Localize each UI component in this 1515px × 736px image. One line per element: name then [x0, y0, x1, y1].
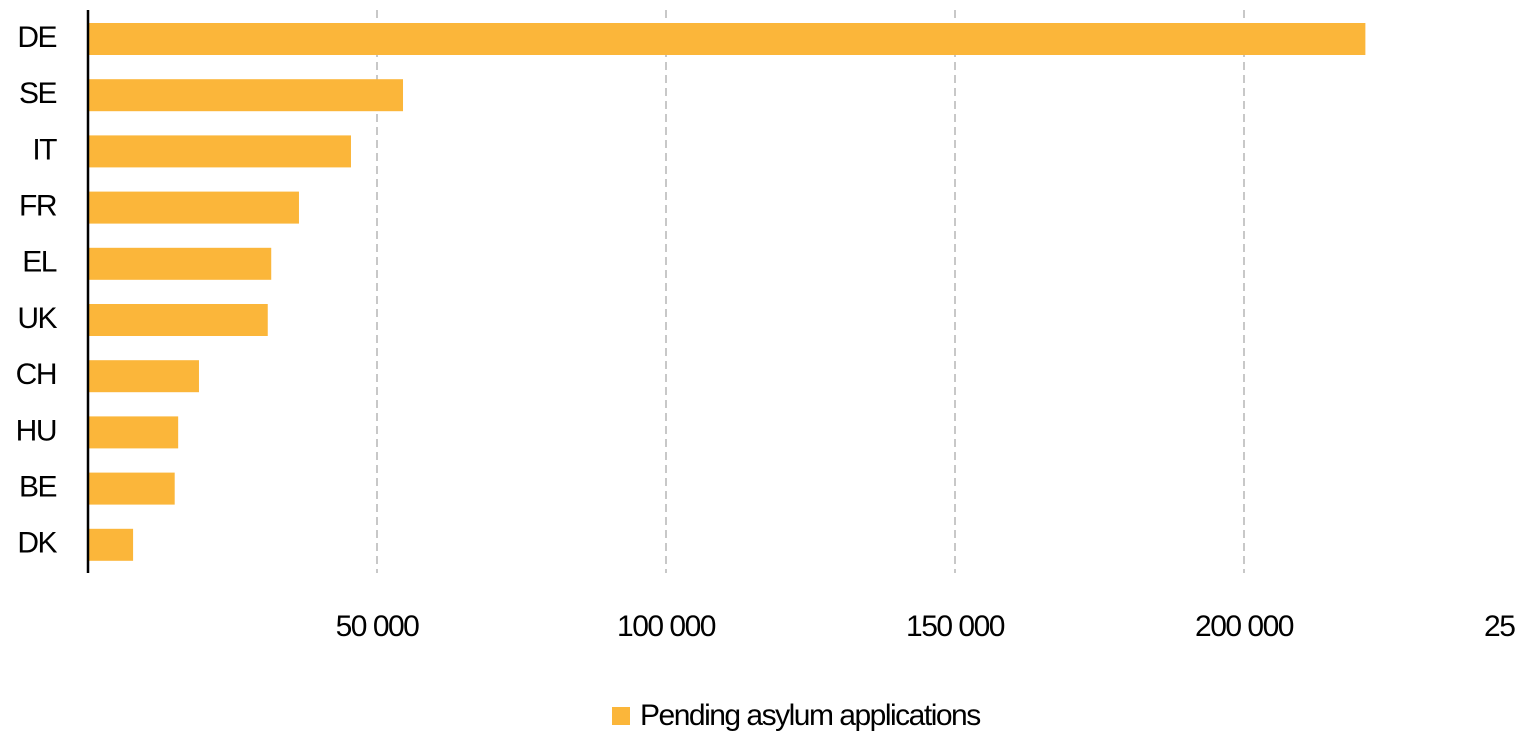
bar [88, 23, 1366, 55]
legend-label: Pending asylum applications [640, 699, 980, 732]
y-tick-label: DK [17, 527, 57, 560]
y-tick-label: HU [16, 414, 56, 447]
y-tick-label: DE [17, 21, 56, 54]
bar [88, 304, 268, 336]
x-tick-label: 100 000 [617, 610, 716, 643]
y-tick-label: EL [22, 246, 57, 279]
x-tick-label: 50 000 [336, 610, 420, 643]
bar [88, 135, 351, 168]
y-tick-label: FR [19, 190, 57, 223]
x-tick-label: 200 000 [1195, 610, 1294, 643]
bar [88, 360, 199, 393]
legend-swatch [612, 707, 630, 725]
y-tick-label: BE [19, 471, 57, 504]
bar [88, 528, 134, 561]
bar [88, 472, 175, 505]
bar [88, 416, 179, 449]
bar [88, 79, 404, 112]
bar [88, 191, 299, 224]
x-tick-label: 150 000 [906, 610, 1005, 643]
y-tick-label: SE [19, 77, 57, 110]
y-tick-label: IT [32, 133, 57, 166]
x-tick-label: 250 000 [1484, 610, 1515, 643]
y-tick-label: CH [16, 358, 56, 391]
y-tick-label: UK [17, 302, 57, 335]
bar [88, 247, 272, 280]
